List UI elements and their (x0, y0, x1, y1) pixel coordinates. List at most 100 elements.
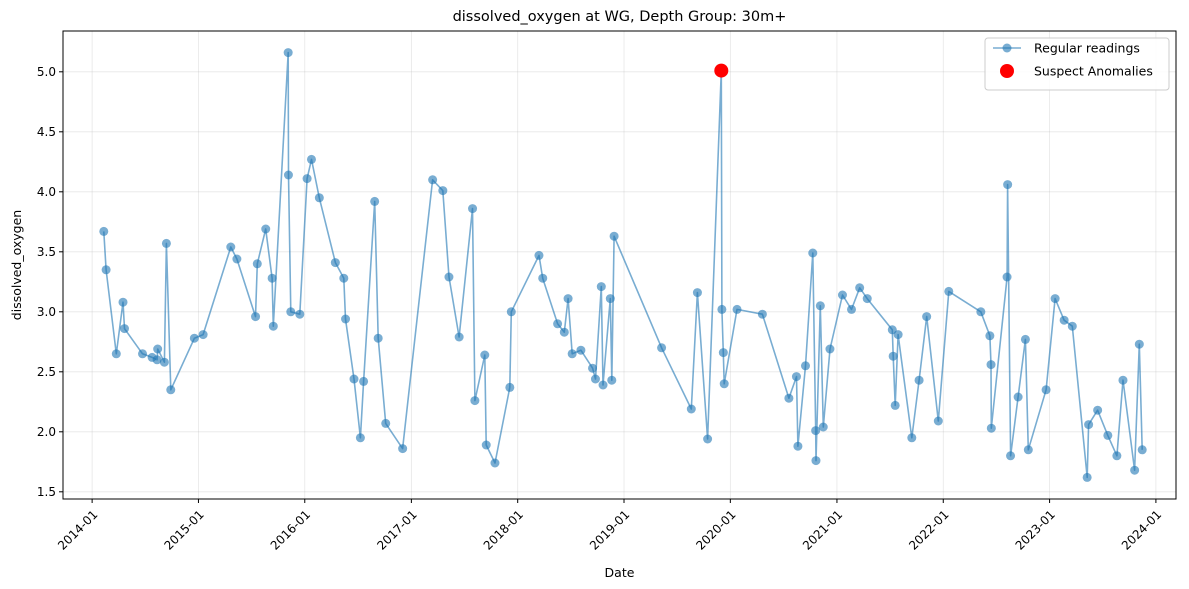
regular-reading-point (825, 344, 835, 354)
regular-reading-point (815, 301, 825, 311)
regular-reading-point (1084, 420, 1094, 430)
y-tick-label: 1.5 (37, 485, 56, 499)
regular-reading-point (283, 48, 293, 58)
regular-reading-point (986, 423, 996, 433)
regular-reading-point (784, 393, 794, 403)
regular-reading-point (567, 349, 577, 359)
regular-reading-point (232, 254, 242, 264)
legend-anomaly-label: Suspect Anomalies (1034, 64, 1153, 79)
y-tick-label: 3.0 (37, 305, 56, 319)
regular-reading-point (686, 404, 696, 414)
regular-reading-point (944, 286, 954, 296)
regular-reading-point (862, 294, 872, 304)
regular-reading-point (373, 333, 383, 343)
regular-reading-point (1103, 430, 1113, 440)
regular-reading-point (907, 433, 917, 443)
regular-reading-point (355, 433, 365, 443)
regular-reading-point (1002, 272, 1012, 282)
regular-reading-point (791, 372, 801, 382)
regular-reading-point (732, 304, 742, 314)
regular-reading-point (588, 363, 598, 373)
regular-reading-point (1050, 294, 1060, 304)
regular-reading-point (295, 309, 305, 319)
y-tick-label: 4.5 (37, 125, 56, 139)
regular-reading-point (793, 441, 803, 451)
regular-reading-point (757, 309, 767, 319)
regular-reading-point (890, 400, 900, 410)
regular-reading-point (534, 250, 544, 260)
x-axis-label: Date (605, 565, 635, 580)
regular-reading-point (381, 418, 391, 428)
regular-reading-point (1130, 465, 1140, 475)
regular-reading-point (198, 330, 208, 340)
regular-reading-point (226, 242, 236, 252)
regular-reading-point (559, 327, 569, 337)
regular-reading-point (490, 458, 500, 468)
regular-reading-point (1067, 321, 1077, 331)
plot-frame (62, 30, 1177, 500)
regular-reading-point (398, 444, 408, 454)
regular-reading-point (468, 204, 478, 214)
y-axis-ticks: 1.5 2.0 2.5 3.0 3.5 4.0 4.5 5.0 (37, 65, 63, 499)
regular-reading-point (933, 416, 943, 426)
y-tick-label: 3.5 (37, 245, 56, 259)
regular-reading-point (718, 348, 728, 358)
legend: Regular readings Suspect Anomalies (984, 37, 1170, 91)
regular-reading-point (1013, 392, 1023, 402)
chart-title: dissolved_oxygen at WG, Depth Group: 30m… (453, 9, 787, 25)
regular-reading-point (576, 345, 586, 355)
regular-reading-point (1093, 405, 1103, 415)
regular-reading-point (161, 238, 171, 248)
legend-regular-label: Regular readings (1034, 41, 1140, 56)
y-tick-label: 5.0 (37, 65, 56, 79)
anomaly-point (714, 63, 729, 78)
regular-reading-point (563, 294, 573, 304)
regular-reading-point (251, 312, 261, 322)
regular-reading-point (283, 170, 293, 180)
regular-reading-point (314, 193, 324, 203)
regular-reading-point (302, 174, 312, 184)
regular-reading-point (538, 273, 548, 283)
y-tick-label: 2.5 (37, 365, 56, 379)
regular-reading-point (893, 330, 903, 340)
regular-reading-point (261, 224, 271, 234)
regular-reading-point (138, 349, 148, 359)
regular-reading-point (505, 382, 515, 392)
regular-reading-point (914, 375, 924, 385)
regular-reading-point (607, 375, 617, 385)
regular-reading-point (811, 426, 821, 436)
regular-reading-point (480, 350, 490, 360)
regular-reading-point (444, 272, 454, 282)
regular-reading-point (349, 374, 359, 384)
regular-reading-point (1023, 445, 1033, 455)
series-layer (99, 48, 1147, 482)
y-tick-label: 4.0 (37, 185, 56, 199)
regular-reading-point (118, 297, 128, 307)
regular-reading-point (703, 434, 713, 444)
regular-reading-point (605, 294, 615, 304)
regular-reading-point (153, 344, 163, 354)
regular-reading-point (598, 380, 608, 390)
regular-reading-point (267, 273, 277, 283)
regular-reading-point (590, 374, 600, 384)
regular-reading-point (306, 154, 316, 164)
regular-reading-point (808, 248, 818, 258)
regular-reading-point (922, 312, 932, 322)
regular-reading-point (1134, 339, 1144, 349)
legend-box (984, 37, 1170, 91)
regular-reading-point (847, 304, 857, 314)
regular-reading-point (985, 331, 995, 341)
regular-reading-point (692, 288, 702, 298)
regular-reading-point (818, 422, 828, 432)
regular-reading-point (189, 333, 199, 343)
regular-reading-point (811, 456, 821, 466)
regular-reading-point (888, 351, 898, 361)
regular-reading-point (99, 226, 109, 236)
regular-reading-point (657, 343, 667, 353)
regular-reading-point (359, 376, 369, 386)
regular-reading-point (1059, 315, 1069, 325)
regular-reading-point (837, 290, 847, 300)
regular-reading-point (438, 186, 448, 196)
